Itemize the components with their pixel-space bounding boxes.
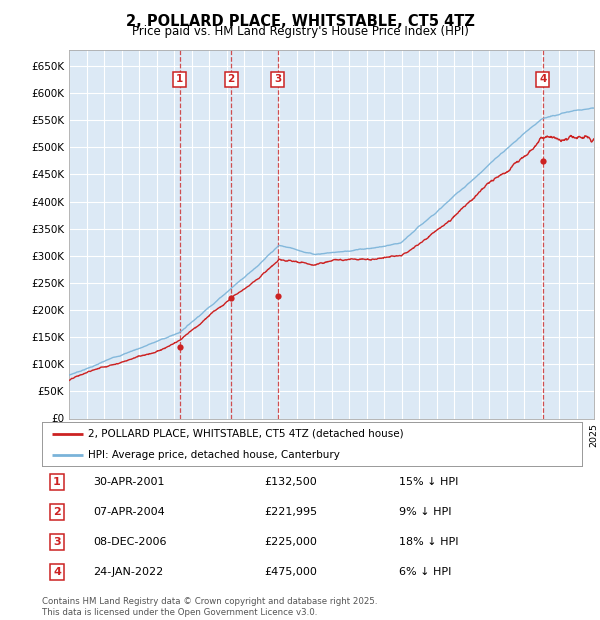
Text: 1: 1 (53, 477, 61, 487)
Text: 07-APR-2004: 07-APR-2004 (93, 507, 165, 517)
Text: 3: 3 (274, 74, 281, 84)
Text: 1: 1 (176, 74, 184, 84)
Text: 2: 2 (53, 507, 61, 517)
Text: 4: 4 (539, 74, 547, 84)
Text: HPI: Average price, detached house, Canterbury: HPI: Average price, detached house, Cant… (88, 450, 340, 460)
Text: £132,500: £132,500 (264, 477, 317, 487)
Text: 2: 2 (227, 74, 235, 84)
Text: Contains HM Land Registry data © Crown copyright and database right 2025.
This d: Contains HM Land Registry data © Crown c… (42, 598, 377, 617)
Text: £225,000: £225,000 (264, 537, 317, 547)
Text: 6% ↓ HPI: 6% ↓ HPI (399, 567, 451, 577)
Text: 08-DEC-2006: 08-DEC-2006 (93, 537, 167, 547)
Text: 30-APR-2001: 30-APR-2001 (93, 477, 164, 487)
Text: 2, POLLARD PLACE, WHITSTABLE, CT5 4TZ (detached house): 2, POLLARD PLACE, WHITSTABLE, CT5 4TZ (d… (88, 428, 404, 439)
Text: Price paid vs. HM Land Registry's House Price Index (HPI): Price paid vs. HM Land Registry's House … (131, 25, 469, 38)
Text: £221,995: £221,995 (264, 507, 317, 517)
Text: 2, POLLARD PLACE, WHITSTABLE, CT5 4TZ: 2, POLLARD PLACE, WHITSTABLE, CT5 4TZ (125, 14, 475, 29)
Text: 18% ↓ HPI: 18% ↓ HPI (399, 537, 458, 547)
Text: 24-JAN-2022: 24-JAN-2022 (93, 567, 163, 577)
Text: 9% ↓ HPI: 9% ↓ HPI (399, 507, 452, 517)
Text: £475,000: £475,000 (264, 567, 317, 577)
Text: 4: 4 (53, 567, 61, 577)
Text: 3: 3 (53, 537, 61, 547)
Text: 15% ↓ HPI: 15% ↓ HPI (399, 477, 458, 487)
